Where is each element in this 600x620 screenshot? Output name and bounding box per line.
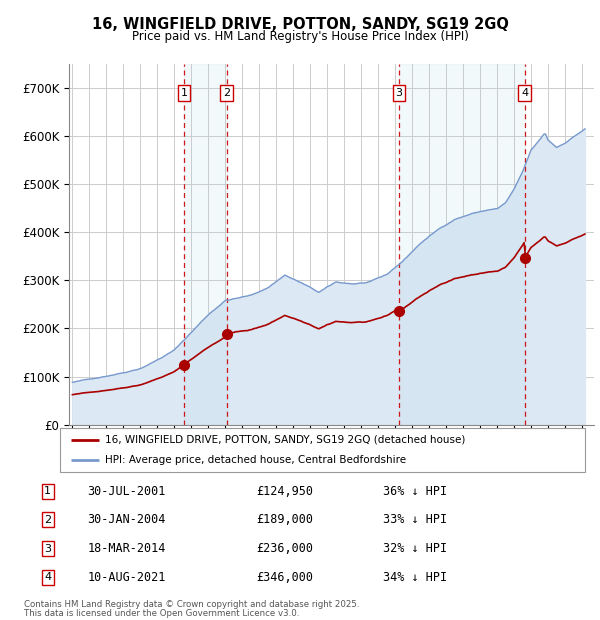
Text: 16, WINGFIELD DRIVE, POTTON, SANDY, SG19 2GQ (detached house): 16, WINGFIELD DRIVE, POTTON, SANDY, SG19… bbox=[104, 435, 465, 445]
Text: 1: 1 bbox=[44, 486, 51, 496]
Text: 34% ↓ HPI: 34% ↓ HPI bbox=[383, 571, 447, 584]
Text: 30-JAN-2004: 30-JAN-2004 bbox=[88, 513, 166, 526]
Text: £346,000: £346,000 bbox=[256, 571, 313, 584]
Text: This data is licensed under the Open Government Licence v3.0.: This data is licensed under the Open Gov… bbox=[24, 609, 299, 619]
Text: 1: 1 bbox=[181, 87, 188, 98]
Text: 2: 2 bbox=[223, 87, 230, 98]
Text: 18-MAR-2014: 18-MAR-2014 bbox=[88, 542, 166, 555]
Text: 16, WINGFIELD DRIVE, POTTON, SANDY, SG19 2GQ: 16, WINGFIELD DRIVE, POTTON, SANDY, SG19… bbox=[92, 17, 508, 32]
Text: 30-JUL-2001: 30-JUL-2001 bbox=[88, 485, 166, 498]
Text: 2: 2 bbox=[44, 515, 51, 525]
Text: 4: 4 bbox=[521, 87, 528, 98]
Text: 36% ↓ HPI: 36% ↓ HPI bbox=[383, 485, 447, 498]
Text: £124,950: £124,950 bbox=[256, 485, 313, 498]
Text: 10-AUG-2021: 10-AUG-2021 bbox=[88, 571, 166, 584]
Text: 3: 3 bbox=[395, 87, 402, 98]
Text: Contains HM Land Registry data © Crown copyright and database right 2025.: Contains HM Land Registry data © Crown c… bbox=[24, 600, 359, 609]
Text: 4: 4 bbox=[44, 572, 51, 582]
Text: 33% ↓ HPI: 33% ↓ HPI bbox=[383, 513, 447, 526]
Text: HPI: Average price, detached house, Central Bedfordshire: HPI: Average price, detached house, Cent… bbox=[104, 455, 406, 466]
Text: 3: 3 bbox=[44, 544, 51, 554]
Text: 32% ↓ HPI: 32% ↓ HPI bbox=[383, 542, 447, 555]
Text: £236,000: £236,000 bbox=[256, 542, 313, 555]
Text: £189,000: £189,000 bbox=[256, 513, 313, 526]
Text: Price paid vs. HM Land Registry's House Price Index (HPI): Price paid vs. HM Land Registry's House … bbox=[131, 30, 469, 43]
Bar bbox=[184, 64, 227, 425]
Bar bbox=[399, 64, 524, 425]
FancyBboxPatch shape bbox=[60, 428, 585, 472]
